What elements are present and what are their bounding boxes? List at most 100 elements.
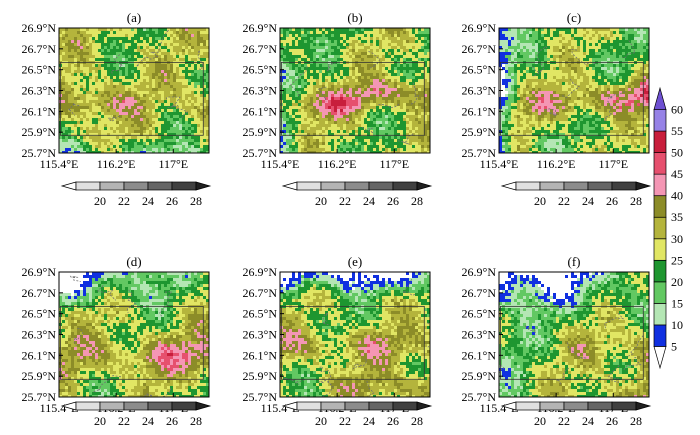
colorbar-tick-label: 24 (363, 194, 375, 208)
colorbar-segment (416, 181, 433, 191)
y-tick-label: 26.5°N (22, 63, 57, 77)
y-tick-label: 25.9°N (22, 369, 57, 383)
colorbar-segment (320, 401, 346, 411)
colorbar-tick-label: 28 (411, 414, 423, 428)
study-area-box (60, 305, 204, 380)
colorbar-segment (500, 181, 517, 191)
shaded-field (59, 272, 209, 397)
panel-label: (e) (348, 254, 362, 269)
contour-line (289, 66, 308, 98)
colorbar-segment (653, 303, 667, 326)
colorbar-segment (147, 181, 173, 191)
contour-line (604, 313, 625, 329)
y-tick-label: 26.7°N (22, 42, 57, 56)
colorbar-segment (75, 181, 101, 191)
colorbar-segment (344, 401, 370, 411)
y-tick-label: 26.5°N (462, 63, 497, 77)
y-tick-label: 26.9°N (243, 21, 278, 35)
y-tick-label: 26.3°N (22, 328, 57, 342)
contour-line (110, 54, 123, 76)
colorbar-tick-label: 50 (671, 146, 683, 160)
contour-line (625, 335, 644, 358)
y-tick-label: 26.1°N (243, 104, 278, 118)
contour-line (607, 90, 626, 99)
contour-colorbar: 20 22 24 26 28 (60, 401, 212, 428)
dashed-contours (289, 50, 420, 145)
colorbar-tick-label: 26 (166, 194, 178, 208)
contour-line (325, 61, 336, 73)
contour-line (377, 103, 400, 109)
map-panel: (d) 26.9°N 26.7°N 26.5°N 26.3°N 26.1°N 25.9°N 2… (22, 254, 210, 415)
colorbar-tick-label: 22 (118, 194, 130, 208)
contour-line (92, 375, 122, 393)
y-tick-label: 26.9°N (243, 265, 278, 279)
colorbar-segment (99, 401, 125, 411)
contour-line (97, 285, 117, 301)
colorbar-segment (392, 401, 418, 411)
colorbar-tick-label: 24 (582, 194, 594, 208)
colorbar-segment (515, 181, 541, 191)
x-tick-label: 116.2°E (97, 157, 136, 171)
colorbar-segment (653, 130, 667, 153)
colorbar-segment (653, 238, 667, 261)
y-tick-label: 25.7°N (22, 390, 57, 404)
contour-colorbar: 20 22 24 26 28 (281, 181, 433, 208)
colorbar-tick-label: 24 (363, 414, 375, 428)
x-tick-label: 117°E (158, 157, 188, 171)
colorbar-segment (195, 181, 212, 191)
colorbar-segment (587, 401, 613, 411)
colorbar-segment (653, 259, 667, 283)
y-tick-label: 25.9°N (243, 369, 278, 383)
colorbar-segment (368, 401, 394, 411)
colorbar-segment (653, 173, 667, 197)
contour-line (410, 82, 420, 105)
y-tick-label: 26.9°N (462, 265, 497, 279)
colorbar-tick-label: 28 (630, 194, 642, 208)
x-tick-label: 115.4°E (480, 157, 519, 171)
study-area-box (60, 61, 204, 136)
colorbar-tick-label: 28 (190, 414, 202, 428)
map-panel: (f) 26.9°N 26.7°N 26.5°N 26.3°N 26.1°N 25.9°N 2… (462, 254, 650, 415)
panel-label: (c) (567, 10, 581, 25)
shading-colorbar: 5 10 15 20 25 30 35 40 45 50 55 60 (653, 86, 683, 370)
colorbar-tick-label: 35 (671, 210, 683, 224)
colorbar-segment (635, 181, 652, 191)
y-tick-label: 26.5°N (243, 63, 278, 77)
contour-line (622, 40, 636, 58)
contour-line (531, 66, 544, 78)
contour-line (159, 291, 173, 318)
y-tick-label: 26.5°N (462, 307, 497, 321)
colorbar-segment (653, 195, 667, 218)
map-panel: (c) 26.9°N 26.7°N 26.5°N 26.3°N 26.1°N 25.9°N 2… (462, 10, 650, 171)
y-tick-label: 26.3°N (462, 84, 497, 98)
y-tick-label: 26.9°N (22, 265, 57, 279)
colorbar-segment (653, 86, 667, 110)
colorbar-tick-label: 20 (94, 414, 106, 428)
y-tick-label: 25.7°N (462, 146, 497, 160)
contour-line (73, 328, 84, 346)
y-tick-label: 26.3°N (243, 328, 278, 342)
colorbar-segment (171, 181, 197, 191)
contour-line (544, 108, 557, 118)
x-tick-label: 116.2°E (537, 157, 576, 171)
contour-line (68, 103, 80, 116)
colorbar-tick-label: 20 (315, 414, 327, 428)
contour-line (499, 364, 505, 375)
y-tick-label: 26.5°N (243, 307, 278, 321)
colorbar-tick-label: 28 (411, 194, 423, 208)
contour-line (397, 133, 414, 145)
y-tick-label: 25.7°N (22, 146, 57, 160)
colorbar-tick-label: 28 (630, 414, 642, 428)
panel-label: (a) (127, 10, 141, 25)
y-tick-label: 26.3°N (243, 84, 278, 98)
dashed-contours (283, 279, 430, 397)
x-tick-label: 117°E (598, 157, 628, 171)
y-tick-label: 26.5°N (22, 307, 57, 321)
colorbar-tick-label: 20 (94, 194, 106, 208)
colorbar-tick-label: 55 (671, 124, 683, 138)
contour-colorbar: 20 22 24 26 28 (500, 181, 652, 208)
panel-label: (d) (126, 254, 141, 269)
colorbar-segment (75, 401, 101, 411)
y-tick-label: 26.7°N (22, 286, 57, 300)
colorbar-tick-label: 22 (558, 194, 570, 208)
